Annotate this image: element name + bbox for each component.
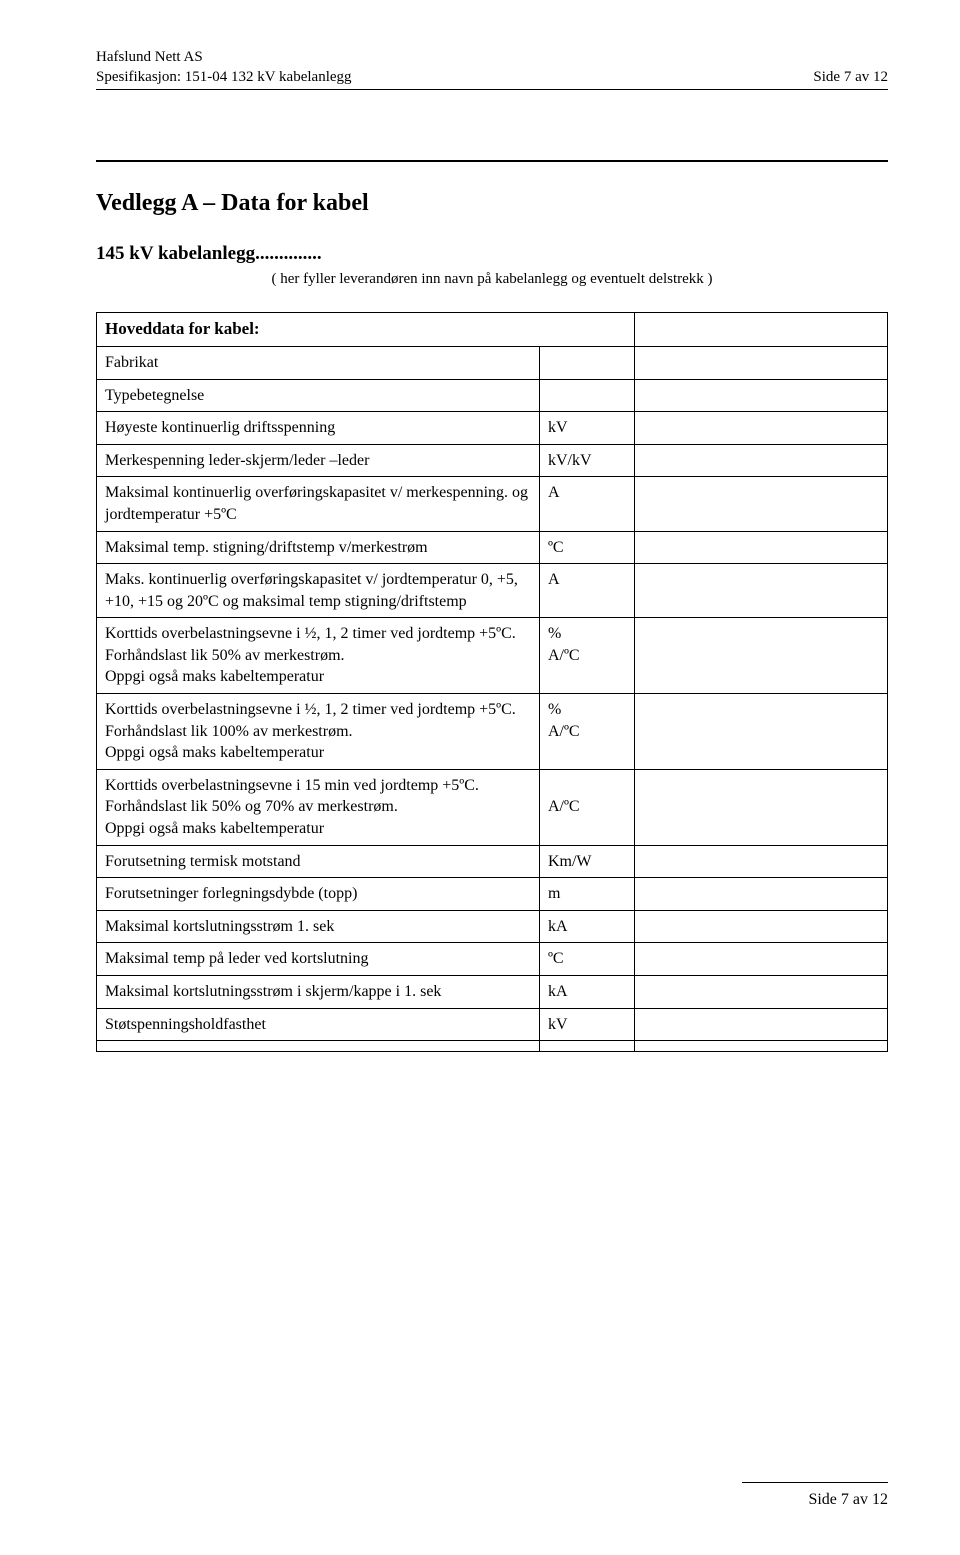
row-label: Forutsetninger forlegningsdybde (topp) <box>97 878 540 911</box>
section-rule <box>96 160 888 162</box>
row-value <box>634 1008 887 1041</box>
table-row: Maks. kontinuerlig overføringskapasitet … <box>97 564 888 618</box>
subtitle: 145 kV kabelanlegg <box>96 243 255 264</box>
row-unit <box>539 379 634 412</box>
row-label: Høyeste kontinuerlig driftsspenning <box>97 412 540 445</box>
row-label: Støtspenningsholdfasthet <box>97 1008 540 1041</box>
table-row: Maksimal kortslutningsstrøm 1. sekkA <box>97 910 888 943</box>
table-row: Typebetegnelse <box>97 379 888 412</box>
row-label <box>97 1041 540 1052</box>
table-header-value <box>634 313 887 347</box>
table-row: Fabrikat <box>97 346 888 379</box>
row-value <box>634 845 887 878</box>
table-header-cell: Hoveddata for kabel: <box>97 313 635 347</box>
row-label: Korttids overbelastningsevne i 15 min ve… <box>97 769 540 845</box>
row-value <box>634 694 887 770</box>
table-row: Maksimal kontinuerlig overføringskapasit… <box>97 477 888 531</box>
row-unit: ºC <box>539 943 634 976</box>
row-unit: kV <box>539 412 634 445</box>
spec-line: Spesifikasjon: 151-04 132 kV kabelanlegg <box>96 68 352 88</box>
row-label: Maksimal kortslutningsstrøm 1. sek <box>97 910 540 943</box>
table-row: StøtspenningsholdfasthetkV <box>97 1008 888 1041</box>
row-value <box>634 346 887 379</box>
table-row: Maksimal temp på leder ved kortslutningº… <box>97 943 888 976</box>
row-value <box>634 618 887 694</box>
row-value <box>634 769 887 845</box>
row-unit: kV <box>539 1008 634 1041</box>
table-row: Korttids overbelastningsevne i ½, 1, 2 t… <box>97 618 888 694</box>
row-unit: Km/W <box>539 845 634 878</box>
row-value <box>634 564 887 618</box>
table-row: Forutsetninger forlegningsdybde (topp)m <box>97 878 888 911</box>
company-name: Hafslund Nett AS <box>96 48 352 68</box>
dots: .............. <box>255 243 322 264</box>
footer-rule <box>742 1482 888 1483</box>
row-unit: A <box>539 477 634 531</box>
page-header: Hafslund Nett AS Spesifikasjon: 151-04 1… <box>96 48 888 87</box>
table-row: Maksimal kortslutningsstrøm i skjerm/kap… <box>97 976 888 1009</box>
row-label: Forutsetning termisk motstand <box>97 845 540 878</box>
page-title: Vedlegg A – Data for kabel <box>96 190 888 217</box>
row-value <box>634 878 887 911</box>
header-underline <box>96 89 888 90</box>
row-value <box>634 444 887 477</box>
row-label: Maksimal temp på leder ved kortslutning <box>97 943 540 976</box>
row-value <box>634 412 887 445</box>
row-unit: kV/kV <box>539 444 634 477</box>
table-row <box>97 1041 888 1052</box>
page: Hafslund Nett AS Spesifikasjon: 151-04 1… <box>0 0 960 1555</box>
row-value <box>634 531 887 564</box>
row-label: Korttids overbelastningsevne i ½, 1, 2 t… <box>97 618 540 694</box>
row-unit <box>539 346 634 379</box>
table-row: Forutsetning termisk motstandKm/W <box>97 845 888 878</box>
row-label: Fabrikat <box>97 346 540 379</box>
header-page-label: Side 7 av 12 <box>813 68 888 88</box>
row-value <box>634 910 887 943</box>
row-label: Maksimal kortslutningsstrøm i skjerm/kap… <box>97 976 540 1009</box>
table-row: Maksimal temp. stigning/driftstemp v/mer… <box>97 531 888 564</box>
row-label: Merkespenning leder-skjerm/leder –leder <box>97 444 540 477</box>
subtitle-row: 145 kV kabelanlegg.............. <box>96 243 888 265</box>
row-value <box>634 976 887 1009</box>
header-right: Side 7 av 12 <box>813 68 888 88</box>
table-row: Korttids overbelastningsevne i ½, 1, 2 t… <box>97 694 888 770</box>
row-value <box>634 943 887 976</box>
spec-table-body: Hoveddata for kabel: FabrikatTypebetegne… <box>97 313 888 1052</box>
row-label: Typebetegnelse <box>97 379 540 412</box>
row-label: Maks. kontinuerlig overføringskapasitet … <box>97 564 540 618</box>
row-unit: kA <box>539 976 634 1009</box>
row-unit <box>539 1041 634 1052</box>
row-label: Korttids overbelastningsevne i ½, 1, 2 t… <box>97 694 540 770</box>
footer-page-label: Side 7 av 12 <box>808 1491 888 1509</box>
row-unit: %A/ºC <box>539 618 634 694</box>
note: ( her fyller leverandøren inn navn på ka… <box>96 271 888 288</box>
row-value <box>634 1041 887 1052</box>
row-value <box>634 379 887 412</box>
row-unit: kA <box>539 910 634 943</box>
header-left: Hafslund Nett AS Spesifikasjon: 151-04 1… <box>96 48 352 87</box>
row-unit: m <box>539 878 634 911</box>
row-unit: A/ºC <box>539 769 634 845</box>
row-unit: %A/ºC <box>539 694 634 770</box>
row-value <box>634 477 887 531</box>
table-header-row: Hoveddata for kabel: <box>97 313 888 347</box>
spec-table: Hoveddata for kabel: FabrikatTypebetegne… <box>96 312 888 1052</box>
table-row: Merkespenning leder-skjerm/leder –lederk… <box>97 444 888 477</box>
row-unit: A <box>539 564 634 618</box>
table-row: Høyeste kontinuerlig driftsspenningkV <box>97 412 888 445</box>
table-row: Korttids overbelastningsevne i 15 min ve… <box>97 769 888 845</box>
row-label: Maksimal temp. stigning/driftstemp v/mer… <box>97 531 540 564</box>
row-label: Maksimal kontinuerlig overføringskapasit… <box>97 477 540 531</box>
row-unit: ºC <box>539 531 634 564</box>
